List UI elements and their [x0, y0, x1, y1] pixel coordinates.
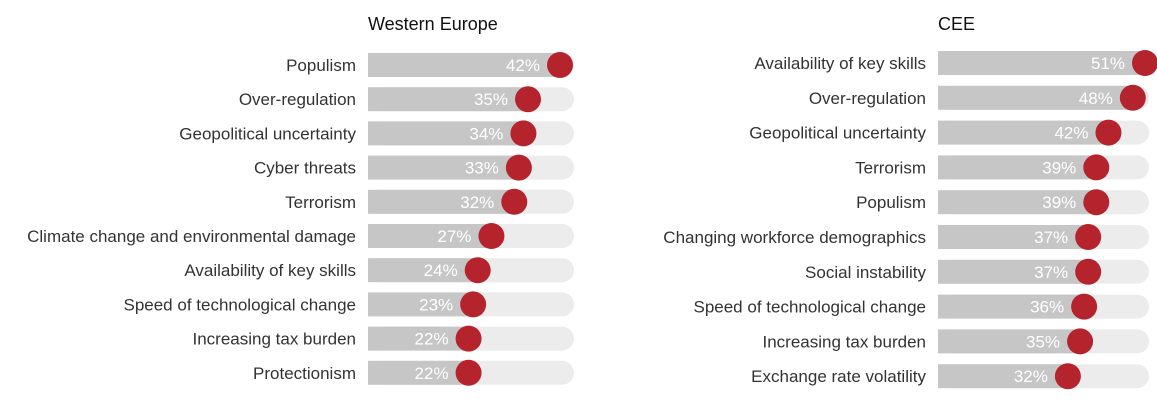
cee-panel: CEE Availability of key skills 51% Over-re…: [580, 0, 1157, 418]
bar: [938, 190, 1097, 215]
value-marker-dot: [501, 188, 528, 215]
value-label: 32%: [1014, 367, 1048, 386]
bar: [368, 87, 528, 112]
value-label: 33%: [465, 159, 499, 178]
value-marker-dot: [1067, 328, 1094, 355]
value-marker-dot: [1132, 50, 1157, 76]
bar: [938, 51, 1145, 75]
value-label: 35%: [474, 90, 508, 109]
bar: [938, 85, 1133, 110]
value-label: 22%: [415, 330, 449, 349]
value-label: 48%: [1079, 89, 1113, 108]
bar: [368, 292, 474, 317]
cee-bar-chart: Availability of key skills 51% Over-regula…: [663, 50, 1157, 390]
value-marker-dot: [510, 120, 537, 147]
value-label: 22%: [415, 364, 449, 383]
value-label: 37%: [1034, 228, 1068, 247]
category-label: Speed of technological change: [123, 295, 356, 314]
bar: [938, 225, 1089, 249]
category-label: Speed of technological change: [693, 298, 926, 317]
value-marker-dot: [1075, 224, 1102, 250]
value-marker-dot: [455, 359, 482, 386]
bar: [938, 294, 1085, 319]
bar: [368, 189, 515, 214]
value-marker-dot: [1119, 84, 1146, 111]
value-marker-dot: [1095, 119, 1122, 146]
value-label: 39%: [1042, 158, 1076, 177]
value-label: 35%: [1026, 332, 1060, 351]
value-marker-dot: [1083, 189, 1110, 216]
category-label: Availability of key skills: [184, 261, 356, 280]
western-europe-panel: Western Europe Populism 42% Over-regulatio…: [27, 14, 574, 386]
bar: [368, 155, 519, 180]
category-label: Over-regulation: [809, 89, 926, 108]
category-label: Over-regulation: [239, 90, 356, 109]
bar: [938, 155, 1097, 180]
category-label: Geopolitical uncertainty: [749, 124, 926, 143]
value-marker-dot: [1083, 154, 1110, 181]
bar: [368, 258, 478, 283]
bar: [368, 121, 524, 146]
category-label: Social instability: [805, 263, 926, 282]
value-label: 39%: [1042, 193, 1076, 212]
category-label: Terrorism: [285, 193, 356, 212]
value-label: 23%: [419, 295, 453, 314]
category-label: Increasing tax burden: [193, 330, 357, 349]
bar: [368, 326, 469, 351]
bar: [938, 120, 1109, 145]
category-label: Protectionism: [253, 364, 356, 383]
bar: [938, 364, 1068, 389]
category-label: Changing workforce demographics: [663, 228, 926, 247]
bar: [938, 259, 1089, 284]
category-label: Terrorism: [855, 158, 926, 177]
chart-title-cee: CEE: [938, 14, 976, 34]
value-marker-dot: [460, 291, 487, 318]
value-marker-dot: [1075, 258, 1102, 285]
category-label: Cyber threats: [254, 159, 356, 178]
category-label: Geopolitical uncertainty: [179, 124, 356, 143]
value-label: 36%: [1030, 298, 1064, 317]
western-europe-bar-chart: Populism 42% Over-regulation 35% Geopolitica…: [27, 52, 574, 386]
value-label: 27%: [437, 227, 471, 246]
value-label: 37%: [1034, 263, 1068, 282]
value-label: 32%: [460, 193, 494, 212]
value-label: 51%: [1091, 54, 1125, 73]
bar: [368, 224, 492, 248]
bar: [938, 329, 1081, 354]
value-marker-dot: [478, 223, 505, 249]
value-label: 34%: [469, 124, 503, 143]
bar: [368, 53, 560, 77]
bar: [368, 360, 469, 385]
category-label: Populism: [286, 56, 356, 75]
category-label: Exchange rate volatility: [751, 367, 926, 386]
value-marker-dot: [455, 325, 482, 352]
category-label: Increasing tax burden: [763, 332, 927, 351]
category-label: Populism: [856, 193, 926, 212]
chart-title-western-europe: Western Europe: [368, 14, 498, 34]
value-label: 42%: [1054, 124, 1088, 143]
category-label: Availability of key skills: [754, 54, 926, 73]
value-label: 24%: [424, 261, 458, 280]
value-marker-dot: [505, 154, 532, 181]
value-marker-dot: [464, 257, 491, 284]
value-marker-dot: [1071, 293, 1098, 320]
value-marker-dot: [515, 86, 541, 113]
value-label: 42%: [506, 56, 540, 75]
category-label: Climate change and environmental damage: [27, 227, 356, 246]
value-marker-dot: [1054, 363, 1081, 390]
value-marker-dot: [547, 52, 573, 78]
